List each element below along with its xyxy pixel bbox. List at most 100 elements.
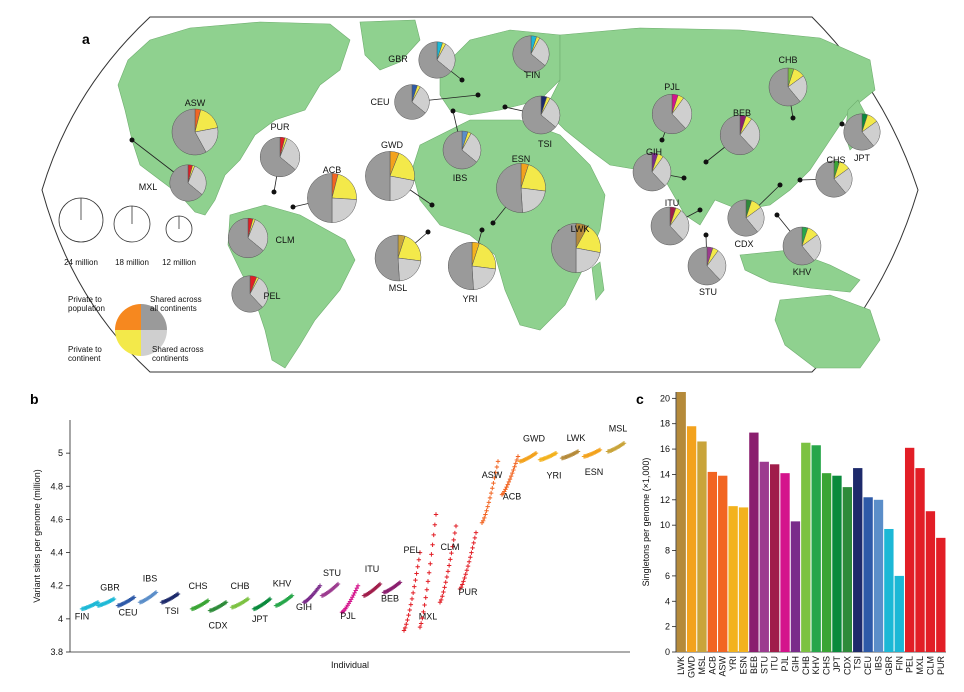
pie-lwk: LWK bbox=[551, 223, 601, 273]
pie-slice-shared-continents bbox=[530, 37, 550, 66]
pie-location-dot bbox=[425, 229, 431, 235]
series-label: PUR bbox=[458, 587, 478, 597]
x-tick-label: GWD bbox=[687, 656, 697, 678]
series-mxl: MXL bbox=[401, 550, 438, 633]
data-point bbox=[417, 550, 423, 555]
series-label: TSI bbox=[165, 606, 179, 616]
bar-stu bbox=[759, 461, 769, 652]
data-point bbox=[487, 495, 493, 501]
pie-label: MXL bbox=[139, 182, 158, 192]
y-tick-label: 12 bbox=[660, 495, 670, 505]
data-point bbox=[408, 602, 414, 607]
pie-ibs: IBS bbox=[442, 108, 482, 183]
pie-slice-shared-continents bbox=[520, 187, 546, 213]
pie-slice-shared-all bbox=[496, 163, 523, 213]
data-point bbox=[486, 500, 492, 505]
series-label: PJL bbox=[340, 611, 356, 621]
legend-label-private-population: Private to population bbox=[68, 295, 105, 313]
y-tick-label: 3.8 bbox=[50, 647, 63, 657]
pie-label: ACB bbox=[323, 165, 342, 175]
pie-label: CHS bbox=[826, 155, 845, 165]
data-point bbox=[111, 596, 117, 602]
data-point bbox=[397, 580, 403, 585]
panel-b-label: b bbox=[30, 391, 39, 407]
legend-quadrant-shared-continents bbox=[141, 330, 167, 356]
data-point bbox=[442, 585, 447, 590]
chart-singletons: 0 2 4 6 8 10 12 14 16 18 20 Singletons per genome (… bbox=[641, 392, 946, 678]
pie-location-dot bbox=[659, 137, 665, 143]
pie-tsi: TSI bbox=[502, 95, 561, 149]
map-legend: 24 million 18 million 12 million Private to… bbox=[58, 197, 204, 363]
size-legend-label: 12 million bbox=[162, 258, 196, 267]
pie-slice-private-continent bbox=[471, 243, 497, 270]
data-point bbox=[494, 464, 500, 470]
series-label: GIH bbox=[296, 602, 312, 612]
data-point bbox=[205, 598, 211, 603]
pie-slice-shared-continents bbox=[247, 219, 269, 251]
x-tick-label: LWK bbox=[676, 656, 686, 675]
pie-yri: YRI bbox=[447, 227, 497, 304]
map-pies: ASW MXL PUR ACB CLM PEL GBR CEU FIN TSI IBS GWD ESN M… bbox=[129, 35, 881, 313]
legend-label-shared-all: Shared across all continents bbox=[150, 295, 202, 313]
pie-chb: CHB bbox=[768, 55, 808, 121]
series-fin: FIN bbox=[75, 600, 101, 622]
series-label: CDX bbox=[208, 620, 227, 630]
pie-slice-shared-all bbox=[374, 234, 400, 282]
y-tick-label: 5 bbox=[58, 448, 63, 458]
series-label: MXL bbox=[419, 612, 438, 622]
pie-label: JPT bbox=[854, 153, 871, 163]
y-tick-label: 4 bbox=[665, 596, 670, 606]
pie-slice-shared-all bbox=[260, 136, 296, 178]
data-point bbox=[484, 508, 489, 513]
bar-chb bbox=[801, 442, 811, 652]
data-point bbox=[429, 552, 434, 557]
pie-acb: ACB bbox=[290, 165, 357, 223]
x-tick-label: CDX bbox=[842, 656, 852, 675]
data-point bbox=[413, 577, 418, 583]
pie-slice-shared-all bbox=[720, 114, 754, 156]
data-point bbox=[480, 518, 486, 523]
pie-pjl: PJL bbox=[652, 82, 693, 143]
y-tick-label: 4.8 bbox=[50, 481, 63, 491]
y-tick-label: 20 bbox=[660, 393, 670, 403]
pie-slice-shared-all bbox=[231, 275, 263, 313]
series-gbr: GBR bbox=[95, 582, 120, 608]
series-chb: CHB bbox=[229, 581, 251, 610]
data-point bbox=[472, 535, 478, 541]
x-tick-label: MXL bbox=[915, 656, 925, 675]
data-point bbox=[463, 572, 468, 577]
series-esn: ESN bbox=[581, 447, 603, 477]
pie-stu: STU bbox=[687, 232, 727, 297]
data-point bbox=[492, 475, 497, 481]
series-gwd: GWD bbox=[517, 433, 545, 464]
data-point bbox=[505, 482, 510, 487]
data-point bbox=[437, 600, 443, 605]
data-point bbox=[533, 450, 539, 456]
pie-slice-shared-continents bbox=[471, 265, 496, 291]
data-point bbox=[355, 583, 361, 588]
legend-quadrant-private-population bbox=[115, 304, 141, 330]
series-ibs: IBS bbox=[137, 573, 159, 605]
series-label: GBR bbox=[100, 582, 120, 592]
data-point bbox=[441, 589, 446, 595]
series-label: FIN bbox=[75, 612, 90, 622]
data-point bbox=[404, 622, 409, 627]
data-point bbox=[452, 530, 458, 536]
legend-label-shared-continents: Shared across continents bbox=[152, 345, 204, 363]
land-madagascar bbox=[591, 261, 605, 301]
x-tick-label: JPT bbox=[832, 656, 842, 673]
data-point bbox=[440, 594, 445, 599]
data-point bbox=[377, 581, 383, 587]
data-point bbox=[153, 590, 159, 595]
pie-label: IBS bbox=[453, 173, 468, 183]
data-point bbox=[471, 540, 476, 546]
x-tick-label: PUR bbox=[936, 656, 946, 676]
pie-slice-shared-continents bbox=[651, 156, 672, 187]
series-asw: ASW bbox=[479, 459, 503, 525]
data-point bbox=[414, 571, 419, 576]
pie-label: ITU bbox=[665, 198, 680, 208]
pie-location-dot bbox=[703, 159, 709, 165]
pie-slice-shared-all bbox=[228, 217, 264, 259]
series-label: ASW bbox=[482, 470, 503, 480]
